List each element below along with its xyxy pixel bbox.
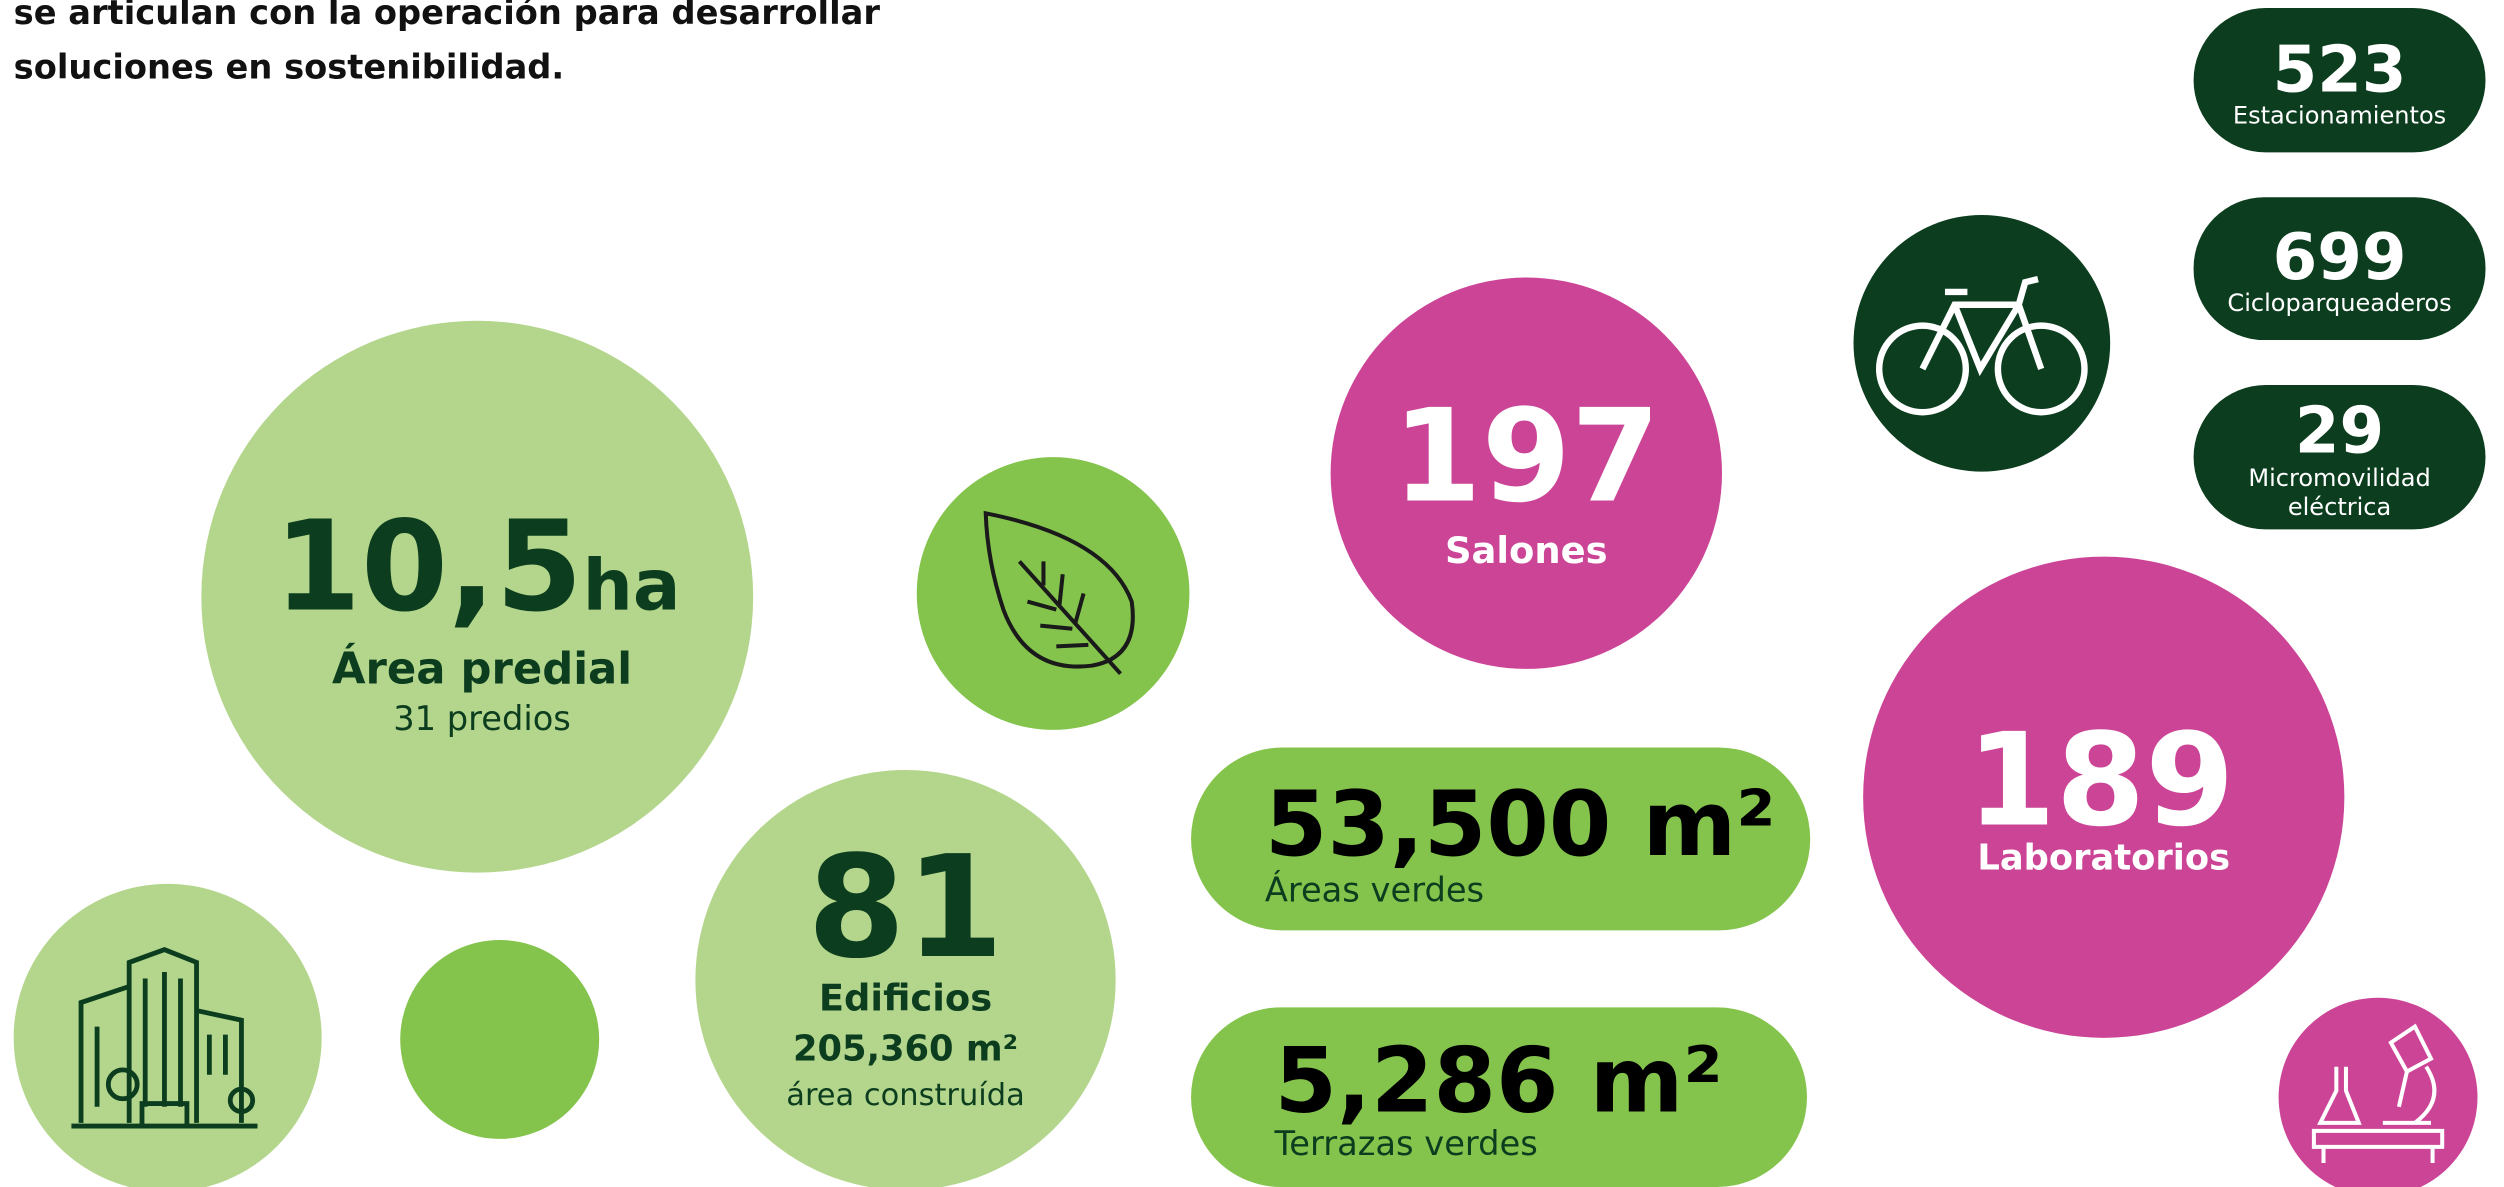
bike-icon [1875,275,2088,416]
labs-label: Laboratorios [1977,837,2230,878]
leaf-icon [983,510,1135,676]
area-circle [201,320,754,873]
leaf-circle [916,457,1190,730]
intro-line: soluciones en sostenibilidad. [14,48,565,87]
micromobility-value: 29 [2295,393,2384,468]
green-terraces-label: Terrazas verdes [1273,1124,1537,1163]
buildings-value: 81 [807,826,1003,990]
microscope-icon [2311,1023,2445,1163]
classrooms-value: 197 [1392,382,1660,531]
buildings-detail: área construída [786,1078,1024,1113]
labs-value: 189 [1967,706,2235,855]
area-value: 10,5ha [274,494,681,640]
bike-parking-value: 699 [2273,220,2407,295]
bike-parking-label: Cicloparqueaderos [2227,289,2451,317]
bike-circle [1853,214,2111,472]
buildings-circle [13,883,322,1187]
labs-circle [1863,556,2345,1038]
area-label: Área predial [332,643,632,694]
buildings-icon [71,947,258,1129]
parking-label: Estacionamientos [2233,102,2446,130]
parking-value: 523 [2273,32,2407,107]
classrooms-circle [1330,277,1722,669]
green-terraces-pill [1191,1007,1808,1187]
buildings-area: 205,360 m² [793,1028,1018,1069]
small-circle [400,939,600,1139]
green-areas-pill [1191,747,1811,931]
buildings-stat-circle [695,770,1116,1187]
green-areas-label: Áreas verdes [1265,869,1484,909]
buildings-label: Edificios [819,977,992,1020]
bike-parking-pill: 699 Cicloparqueaderos [2193,197,2486,341]
green-areas-value: 53,500 m² [1265,773,1776,877]
classrooms-label: Salones [1445,529,1608,572]
intro-line: se articulan con la operación para desar… [14,0,881,32]
area-detail: 31 predios [393,699,571,738]
parking-pill: 523 Estacionamientos [2193,8,2486,153]
micromobility-pill: 29 Micromovilidad eléctrica [2193,384,2486,530]
green-terraces-value: 5,286 m² [1274,1030,1722,1134]
microscope-circle [2278,997,2478,1187]
micromobility-label: Micromovilidad [2248,464,2430,492]
micromobility-label: eléctrica [2288,493,2391,521]
